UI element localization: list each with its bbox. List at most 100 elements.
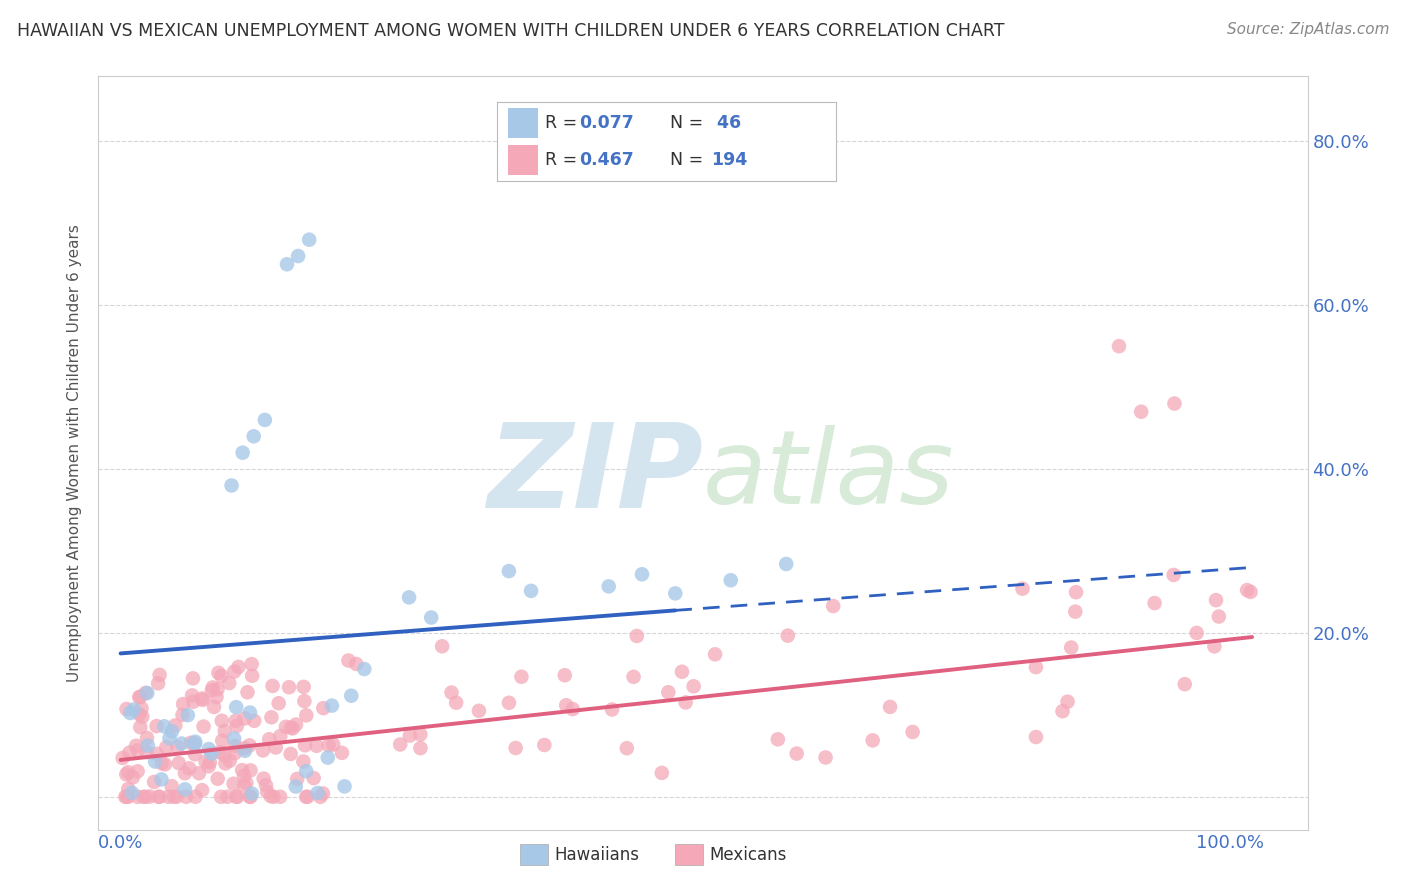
Point — [239, 789, 262, 804]
Point — [188, 766, 211, 780]
Point — [148, 789, 170, 804]
Point — [444, 696, 467, 710]
Point — [253, 772, 276, 786]
Point — [330, 746, 353, 760]
Point — [127, 789, 149, 804]
Point — [160, 724, 183, 739]
Point — [720, 573, 742, 587]
Point — [260, 710, 283, 724]
Point — [260, 789, 283, 804]
Point — [205, 690, 228, 704]
Point — [1236, 583, 1258, 598]
Point — [135, 745, 157, 759]
Point — [191, 693, 214, 707]
Point — [233, 744, 256, 758]
Point — [191, 691, 214, 706]
Point — [1205, 593, 1227, 607]
Point — [682, 679, 704, 693]
Point — [218, 754, 240, 768]
Point — [1064, 585, 1087, 599]
Point — [240, 787, 263, 801]
Text: Mexicans: Mexicans — [709, 846, 786, 863]
Point — [285, 772, 308, 786]
Point — [239, 706, 262, 720]
Point — [274, 720, 297, 734]
Point — [775, 557, 797, 571]
Point — [233, 711, 256, 725]
Point — [616, 741, 638, 756]
Point — [256, 785, 278, 799]
Point — [398, 591, 420, 605]
Point — [193, 720, 215, 734]
Point — [555, 698, 578, 713]
Point — [131, 701, 153, 715]
Point — [252, 743, 274, 757]
Point — [600, 702, 623, 716]
Point — [135, 686, 157, 700]
Point — [181, 671, 204, 685]
Point — [297, 789, 319, 804]
Point — [118, 746, 141, 760]
Point — [318, 739, 340, 753]
Point — [115, 702, 138, 716]
Point — [285, 717, 308, 731]
Point — [280, 747, 302, 761]
Point — [201, 681, 224, 695]
Point — [292, 694, 315, 708]
Point — [211, 714, 233, 728]
Point — [879, 699, 901, 714]
Point — [862, 733, 884, 747]
Point — [1143, 596, 1166, 610]
Point — [209, 789, 232, 804]
Point — [430, 640, 453, 654]
Point — [117, 765, 139, 780]
Point — [217, 789, 239, 804]
Point — [115, 767, 138, 781]
Point — [1174, 677, 1197, 691]
Point — [194, 755, 217, 769]
Point — [166, 739, 188, 754]
Point — [1130, 405, 1153, 419]
Point — [276, 257, 298, 271]
Point — [165, 718, 187, 732]
Point — [146, 676, 169, 690]
Point — [409, 727, 432, 741]
Point — [172, 708, 194, 723]
Point — [1239, 585, 1261, 599]
Point — [262, 679, 284, 693]
Point — [409, 741, 432, 756]
Point — [180, 736, 202, 750]
Point — [440, 685, 463, 699]
Point — [117, 789, 139, 804]
Point — [294, 739, 316, 753]
Point — [420, 610, 443, 624]
Point — [1052, 704, 1074, 718]
Point — [307, 786, 329, 800]
Point — [174, 766, 197, 780]
Point — [167, 756, 190, 770]
Point — [198, 742, 221, 756]
Point — [160, 779, 183, 793]
Point — [337, 653, 360, 667]
Point — [305, 739, 328, 753]
Point — [226, 719, 249, 733]
Point — [222, 777, 245, 791]
Point — [136, 739, 159, 753]
Point — [340, 689, 363, 703]
Point — [125, 739, 148, 753]
Point — [240, 669, 263, 683]
Point — [626, 629, 648, 643]
Point — [139, 789, 162, 804]
Point — [232, 445, 254, 460]
Point — [510, 670, 533, 684]
Point — [224, 731, 246, 746]
Point — [159, 731, 181, 746]
Point — [146, 747, 169, 761]
Point — [254, 778, 277, 792]
Point — [228, 660, 250, 674]
Point — [224, 739, 246, 753]
Point — [226, 789, 249, 804]
Point — [150, 772, 173, 787]
Point — [207, 665, 229, 680]
Point — [121, 786, 143, 800]
